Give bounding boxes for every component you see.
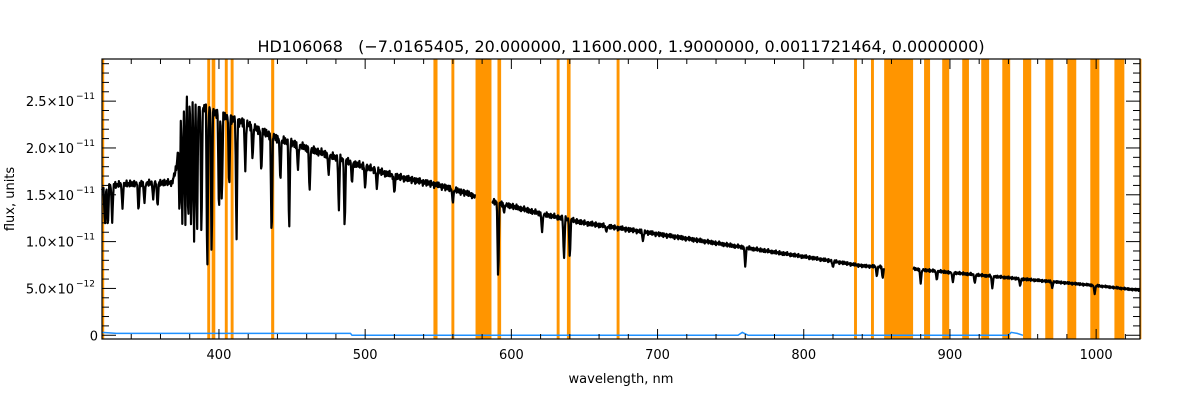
x-tick-label: 400 bbox=[207, 348, 232, 363]
masked-region bbox=[981, 59, 990, 339]
masked-region bbox=[224, 59, 228, 339]
x-tick-label: 1000 bbox=[1080, 348, 1113, 363]
masked-region bbox=[616, 59, 620, 339]
x-tick-label: 700 bbox=[645, 348, 670, 363]
x-tick-label: 800 bbox=[791, 348, 816, 363]
series-group bbox=[100, 95, 1141, 337]
y-tick-label: 2.0×10 bbox=[26, 142, 74, 157]
x-axis-label: wavelength, nm bbox=[569, 372, 674, 387]
plot-frame bbox=[101, 58, 1141, 340]
masked-region bbox=[1114, 59, 1125, 339]
y-tick-exponent: −11 bbox=[76, 233, 95, 243]
masked-region bbox=[556, 59, 560, 339]
masked-region bbox=[854, 59, 857, 339]
y-tick-exponent: −11 bbox=[76, 139, 95, 149]
masked-region bbox=[475, 59, 492, 339]
masked-region bbox=[566, 59, 571, 339]
masked-region bbox=[497, 59, 502, 339]
chart-title: HD106068 (−7.0165405, 20.000000, 11600.0… bbox=[257, 37, 984, 56]
y-tick-exponent: −11 bbox=[76, 186, 95, 196]
masked-region bbox=[230, 59, 234, 339]
y-tick-label: 0 bbox=[90, 329, 98, 344]
x-tick-label: 500 bbox=[353, 348, 378, 363]
masked-region bbox=[1090, 59, 1100, 339]
masked-region bbox=[870, 59, 874, 339]
masked-region bbox=[1002, 59, 1011, 339]
y-tick-exponent: −11 bbox=[76, 92, 95, 102]
masked-region bbox=[1045, 59, 1054, 339]
flux-series-line bbox=[100, 95, 1141, 296]
x-tick-label: 900 bbox=[938, 348, 963, 363]
masked-region bbox=[884, 59, 914, 339]
masked-region bbox=[1023, 59, 1032, 339]
y-tick-label: 5.0×10 bbox=[26, 282, 74, 297]
masked-region bbox=[211, 59, 216, 339]
masked-regions bbox=[102, 59, 1142, 339]
masked-region bbox=[433, 59, 438, 339]
y-tick-label: 1.5×10 bbox=[26, 189, 74, 204]
masked-region bbox=[962, 59, 969, 339]
y-tick-label: 1.0×10 bbox=[26, 236, 74, 251]
masked-region bbox=[942, 59, 950, 339]
masked-region bbox=[1067, 59, 1077, 339]
x-tick-label: 600 bbox=[499, 348, 524, 363]
masked-region bbox=[924, 59, 931, 339]
y-axis-label: flux, units bbox=[3, 167, 18, 232]
y-tick-exponent: −12 bbox=[76, 279, 95, 289]
y-tick-label: 2.5×10 bbox=[26, 95, 74, 110]
error-series-line bbox=[101, 331, 1024, 337]
